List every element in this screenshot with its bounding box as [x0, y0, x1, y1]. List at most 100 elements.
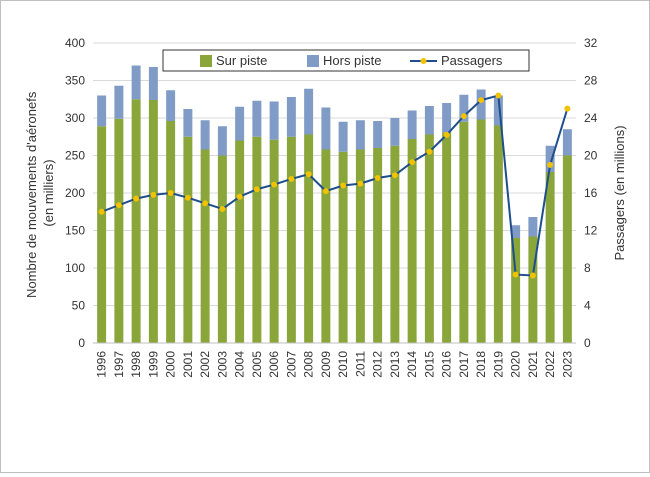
- y-left-tick-label: 50: [72, 299, 86, 313]
- passenger-point: [202, 200, 209, 207]
- x-tick-label: 2014: [405, 351, 419, 378]
- x-tick-label: 2020: [509, 351, 523, 378]
- bar-sur-piste: [493, 125, 503, 343]
- bar-sur-piste: [252, 136, 262, 343]
- x-tick-label: 2015: [422, 351, 436, 378]
- bar-hors-piste: [493, 95, 503, 126]
- bar-sur-piste: [407, 139, 417, 343]
- x-tick-label: 2023: [560, 351, 574, 378]
- x-tick-label: 2004: [233, 351, 247, 378]
- x-tick-label: 1997: [112, 351, 126, 378]
- bar-hors-piste: [476, 89, 486, 120]
- passenger-point: [357, 180, 364, 187]
- passenger-point: [443, 131, 450, 138]
- bar-hors-piste: [407, 110, 417, 139]
- x-tick-label: 1996: [95, 351, 109, 378]
- x-tick-label: 2012: [371, 351, 385, 378]
- bar-hors-piste: [562, 129, 572, 156]
- x-tick-label: 2000: [164, 351, 178, 378]
- y-left-tick-label: 200: [65, 186, 85, 200]
- gridlines: [93, 42, 576, 306]
- bar-hors-piste: [114, 85, 124, 119]
- y-axis-left-title-line1: Nombre de mouvements d'aéronefs: [24, 91, 39, 298]
- legend-swatch-marker-passagers: [420, 58, 427, 64]
- y-right-tick-label: 32: [584, 36, 598, 50]
- bar-hors-piste: [183, 109, 193, 137]
- bars: [97, 65, 572, 343]
- bar-sur-piste: [355, 149, 365, 343]
- x-tick-label: 2010: [336, 351, 350, 378]
- bar-sur-piste: [424, 134, 434, 343]
- x-tick-label: 2008: [302, 351, 316, 378]
- bar-hors-piste: [442, 103, 452, 133]
- bar-hors-piste: [131, 65, 141, 100]
- x-tick-label: 2011: [353, 351, 367, 377]
- passenger-point: [253, 186, 260, 193]
- legend: Sur piste Hors piste Passagers: [162, 49, 530, 72]
- bar-sur-piste: [131, 99, 141, 343]
- bar-sur-piste: [183, 136, 193, 343]
- bar-sur-piste: [373, 148, 383, 343]
- y-axis-left-title-line2: (en milliers): [41, 159, 56, 226]
- passenger-point: [305, 171, 312, 178]
- bar-hors-piste: [424, 106, 434, 135]
- legend-box: [162, 49, 530, 72]
- x-tick-label: 2021: [526, 351, 540, 378]
- x-tick-label: 1999: [146, 351, 160, 378]
- passenger-point: [219, 205, 226, 212]
- bar-hors-piste: [235, 106, 245, 141]
- bar-hors-piste: [166, 90, 176, 121]
- x-tick-label: 2019: [491, 351, 505, 378]
- x-tick-label: 2002: [198, 351, 212, 378]
- y-right-tick-label: 16: [584, 186, 598, 200]
- passenger-point: [374, 175, 381, 181]
- passenger-point: [409, 159, 416, 166]
- bar-sur-piste: [338, 151, 348, 343]
- bar-hors-piste: [373, 121, 383, 148]
- y-axis-right-title: Passagers (en millions): [612, 125, 627, 260]
- bar-hors-piste: [545, 145, 555, 172]
- bar-hors-piste: [338, 121, 348, 152]
- y-right-tick-label: 28: [584, 74, 598, 88]
- passenger-point: [512, 271, 519, 278]
- bar-hors-piste: [390, 118, 400, 146]
- y-axis-left-title: Nombre de mouvements d'aéronefs (en mill…: [24, 88, 56, 298]
- bar-sur-piste: [528, 236, 538, 343]
- passenger-point: [478, 97, 485, 104]
- x-tick-label: 2003: [215, 351, 229, 378]
- passenger-point: [495, 92, 502, 99]
- bar-sur-piste: [97, 126, 107, 343]
- passenger-point: [547, 161, 554, 168]
- passenger-point: [133, 195, 140, 202]
- y-right-tick-label: 0: [584, 336, 591, 350]
- bar-hors-piste: [97, 95, 107, 127]
- bar-sur-piste: [286, 136, 296, 343]
- x-tick-label: 2018: [474, 351, 488, 378]
- bar-hors-piste: [252, 100, 262, 137]
- x-tick-label: 2005: [250, 351, 264, 378]
- passenger-point: [167, 190, 174, 196]
- bar-sur-piste: [476, 119, 486, 343]
- y-right-tick-label: 12: [584, 224, 598, 238]
- passenger-series-line: [101, 94, 569, 277]
- x-tick-label: 2009: [319, 351, 333, 378]
- bar-hors-piste: [355, 120, 365, 150]
- passenger-point: [391, 172, 398, 179]
- passenger-point: [288, 175, 295, 182]
- bar-sur-piste: [200, 149, 210, 343]
- y-right-tick-label: 20: [584, 149, 598, 163]
- bar-hors-piste: [200, 120, 210, 150]
- passenger-point: [115, 202, 122, 209]
- y-right-tick-label: 8: [584, 261, 591, 275]
- bar-sur-piste: [235, 140, 245, 343]
- bar-hors-piste: [321, 107, 331, 150]
- bar-sur-piste: [217, 155, 227, 343]
- x-tick-label: 2017: [457, 351, 471, 378]
- passenger-point: [271, 181, 278, 188]
- x-tick-label: 2007: [284, 351, 298, 378]
- x-tick-label: 2022: [543, 351, 557, 378]
- bar-sur-piste: [148, 100, 158, 343]
- legend-label-sur-piste: Sur piste: [216, 53, 267, 68]
